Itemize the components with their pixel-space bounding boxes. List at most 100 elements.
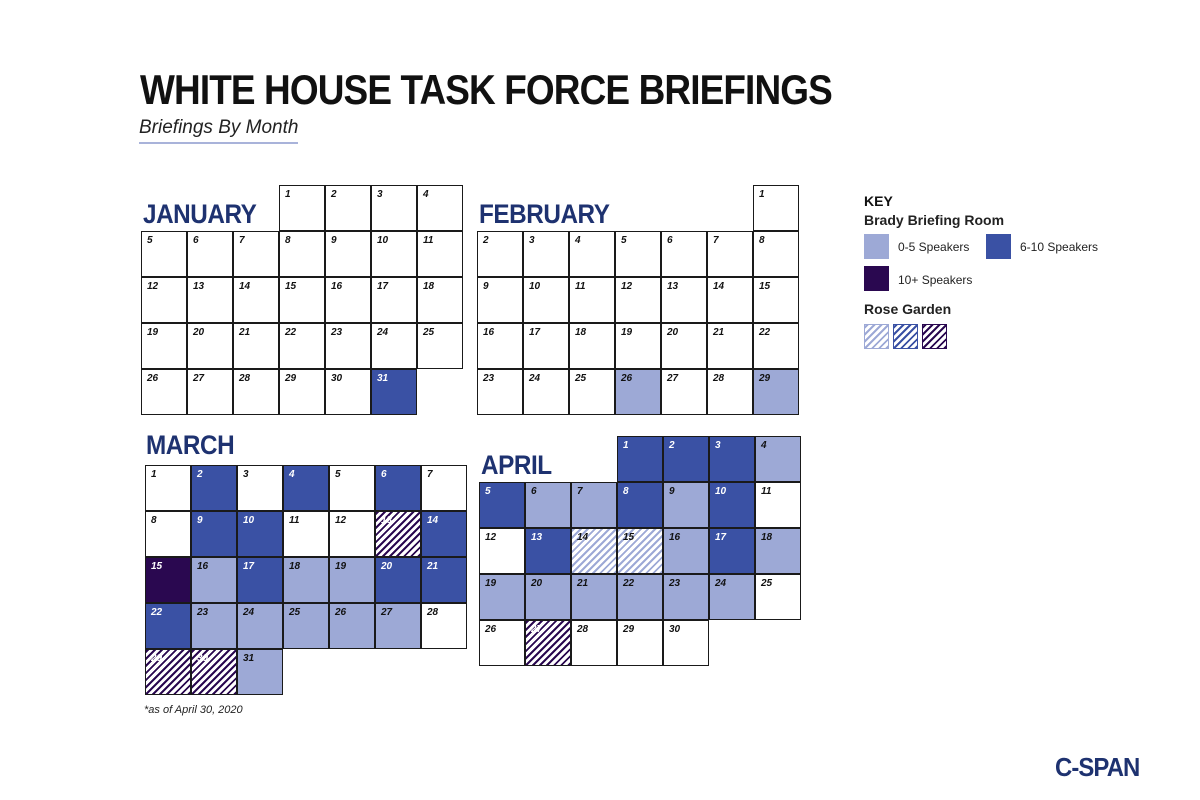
legend-swatch-dark [864, 266, 889, 291]
day-cell-january-6: 6 [187, 231, 233, 277]
day-cell-april-14: 14 [571, 528, 617, 574]
day-cell-february-6: 6 [661, 231, 707, 277]
day-cell-january-17: 17 [371, 277, 417, 323]
footnote: *as of April 30, 2020 [144, 704, 243, 716]
day-number: 10 [243, 515, 255, 526]
day-cell-april-29: 29 [617, 620, 663, 666]
day-number: 26 [147, 373, 159, 384]
day-cell-march-12: 12 [329, 511, 375, 557]
day-number: 8 [623, 486, 629, 497]
day-number: 17 [377, 281, 389, 292]
day-number: 13 [193, 281, 205, 292]
legend-label-medium: 6-10 Speakers [1020, 240, 1099, 254]
day-cell-april-4: 4 [755, 436, 801, 482]
day-cell-february-10: 10 [523, 277, 569, 323]
day-cell-january-13: 13 [187, 277, 233, 323]
day-number: 10 [377, 235, 389, 246]
day-cell-february-23: 23 [477, 369, 523, 415]
day-cell-april-18: 18 [755, 528, 801, 574]
day-cell-march-24: 24 [237, 603, 283, 649]
month-label-february: FEBRUARY [479, 199, 610, 229]
day-number: 9 [331, 235, 337, 246]
day-number: 2 [483, 235, 489, 246]
day-number: 2 [197, 469, 203, 480]
day-cell-january-26: 26 [141, 369, 187, 415]
day-number: 23 [669, 578, 681, 589]
day-number: 21 [239, 327, 251, 338]
day-number: 27 [381, 607, 393, 618]
day-number: 30 [197, 653, 209, 664]
day-number: 6 [193, 235, 199, 246]
day-cell-march-22: 22 [145, 603, 191, 649]
day-cell-january-8: 8 [279, 231, 325, 277]
day-number: 24 [377, 327, 389, 338]
day-number: 20 [381, 561, 393, 572]
day-number: 6 [667, 235, 673, 246]
day-number: 5 [335, 469, 341, 480]
day-cell-april-12: 12 [479, 528, 525, 574]
day-cell-april-17: 17 [709, 528, 755, 574]
day-number: 21 [577, 578, 589, 589]
day-cell-february-14: 14 [707, 277, 753, 323]
day-number: 16 [669, 532, 681, 543]
day-cell-january-27: 27 [187, 369, 233, 415]
day-cell-march-9: 9 [191, 511, 237, 557]
day-number: 25 [289, 607, 301, 618]
day-number: 18 [575, 327, 587, 338]
day-cell-january-31: 31 [371, 369, 417, 415]
day-number: 21 [427, 561, 439, 572]
day-cell-march-29: 29 [145, 649, 191, 695]
day-number: 21 [713, 327, 725, 338]
day-cell-april-28: 28 [571, 620, 617, 666]
day-cell-march-13: 13 [375, 511, 421, 557]
day-number: 7 [713, 235, 719, 246]
day-cell-march-31: 31 [237, 649, 283, 695]
day-number: 28 [577, 624, 589, 635]
day-number: 20 [193, 327, 205, 338]
day-cell-january-5: 5 [141, 231, 187, 277]
day-cell-february-1: 1 [753, 185, 799, 231]
day-cell-march-26: 26 [329, 603, 375, 649]
day-number: 14 [713, 281, 725, 292]
day-cell-april-7: 7 [571, 482, 617, 528]
day-cell-march-7: 7 [421, 465, 467, 511]
day-number: 9 [483, 281, 489, 292]
day-cell-january-24: 24 [371, 323, 417, 369]
day-number: 29 [759, 373, 771, 384]
day-number: 2 [331, 189, 337, 200]
day-number: 12 [485, 532, 497, 543]
day-cell-april-11: 11 [755, 482, 801, 528]
day-number: 3 [529, 235, 535, 246]
day-number: 25 [423, 327, 435, 338]
day-number: 14 [577, 532, 589, 543]
day-cell-april-23: 23 [663, 574, 709, 620]
day-cell-january-10: 10 [371, 231, 417, 277]
day-cell-january-16: 16 [325, 277, 371, 323]
day-number: 12 [147, 281, 159, 292]
day-number: 28 [239, 373, 251, 384]
day-cell-february-20: 20 [661, 323, 707, 369]
day-cell-april-13: 13 [525, 528, 571, 574]
day-cell-april-22: 22 [617, 574, 663, 620]
day-number: 11 [423, 235, 434, 246]
day-cell-february-18: 18 [569, 323, 615, 369]
day-number: 25 [761, 578, 773, 589]
day-cell-february-3: 3 [523, 231, 569, 277]
day-number: 30 [669, 624, 681, 635]
day-number: 22 [151, 607, 163, 618]
day-number: 19 [335, 561, 347, 572]
day-number: 5 [147, 235, 153, 246]
legend-swatch-rose-light [864, 324, 889, 349]
day-cell-february-15: 15 [753, 277, 799, 323]
day-cell-march-6: 6 [375, 465, 421, 511]
day-number: 24 [243, 607, 255, 618]
day-cell-march-17: 17 [237, 557, 283, 603]
day-cell-april-25: 25 [755, 574, 801, 620]
day-number: 9 [197, 515, 203, 526]
day-cell-march-30: 30 [191, 649, 237, 695]
chart-subtitle: Briefings By Month [139, 117, 299, 144]
day-cell-march-11: 11 [283, 511, 329, 557]
day-cell-april-9: 9 [663, 482, 709, 528]
day-number: 5 [485, 486, 491, 497]
day-number: 15 [151, 561, 163, 572]
